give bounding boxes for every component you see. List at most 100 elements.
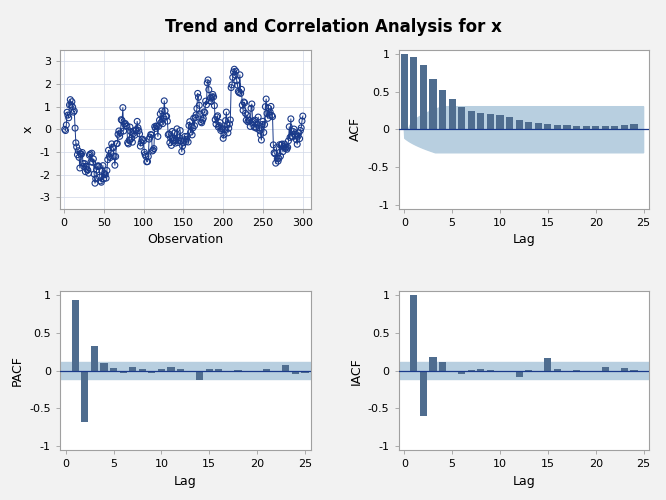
Point xyxy=(164,130,174,138)
Point xyxy=(270,159,281,167)
Point xyxy=(229,65,240,73)
Point xyxy=(209,102,220,110)
Bar xyxy=(640,370,647,372)
Point xyxy=(172,138,183,146)
X-axis label: Lag: Lag xyxy=(513,474,535,488)
Point xyxy=(215,126,226,134)
Point xyxy=(294,129,304,137)
Point xyxy=(190,114,200,122)
Point xyxy=(103,156,113,164)
Point xyxy=(192,90,203,98)
Point xyxy=(143,158,153,166)
Point xyxy=(228,68,239,76)
Point xyxy=(156,118,166,126)
Point xyxy=(115,132,125,140)
Bar xyxy=(478,369,484,370)
Bar xyxy=(272,370,280,372)
Point xyxy=(152,122,163,130)
Point xyxy=(180,138,191,146)
Bar xyxy=(149,370,155,373)
Point xyxy=(212,112,223,120)
Point xyxy=(236,86,247,94)
Point xyxy=(131,126,142,134)
Point xyxy=(263,104,274,112)
Point xyxy=(155,110,166,118)
Point xyxy=(73,146,83,154)
Point xyxy=(129,126,139,134)
Point xyxy=(66,101,77,109)
Bar xyxy=(72,300,79,370)
Point xyxy=(111,140,122,147)
Point xyxy=(202,76,213,84)
Point xyxy=(117,116,127,124)
Point xyxy=(198,114,208,122)
Point xyxy=(133,126,144,134)
Point xyxy=(254,124,264,132)
Point xyxy=(242,111,252,119)
Point xyxy=(144,135,155,143)
Point xyxy=(221,108,232,116)
Point xyxy=(146,131,157,139)
Point xyxy=(232,81,243,89)
Point xyxy=(223,124,234,132)
Point xyxy=(145,130,156,138)
Point xyxy=(282,144,293,152)
Point xyxy=(132,118,143,126)
Point xyxy=(204,96,215,104)
Point xyxy=(63,111,73,119)
Point xyxy=(192,104,202,112)
Point xyxy=(149,122,160,130)
Point xyxy=(226,84,236,92)
Point xyxy=(103,146,114,154)
Point xyxy=(240,110,251,118)
Point xyxy=(117,104,128,112)
Point xyxy=(261,95,272,103)
Point xyxy=(61,121,72,129)
Point xyxy=(75,164,85,172)
Point xyxy=(288,125,299,133)
Point xyxy=(109,161,120,169)
Point xyxy=(231,76,242,84)
Point xyxy=(70,124,81,132)
Bar xyxy=(515,370,523,378)
Y-axis label: IACF: IACF xyxy=(350,357,362,384)
Bar xyxy=(263,369,270,370)
Point xyxy=(163,131,174,139)
Point xyxy=(97,166,107,174)
Bar xyxy=(563,370,571,372)
Point xyxy=(219,126,230,134)
Point xyxy=(225,116,236,124)
Point xyxy=(124,136,135,144)
Point xyxy=(79,160,90,168)
Point xyxy=(141,152,151,160)
Bar xyxy=(621,125,628,130)
Point xyxy=(241,116,252,124)
Point xyxy=(89,170,99,178)
Bar xyxy=(206,369,213,370)
Point xyxy=(94,162,105,170)
Point xyxy=(88,155,99,163)
Point xyxy=(210,120,221,128)
Point xyxy=(275,152,286,160)
Point xyxy=(186,131,197,139)
Point xyxy=(182,132,192,140)
Point xyxy=(194,110,205,118)
Point xyxy=(147,147,158,155)
Point xyxy=(174,134,184,141)
Point xyxy=(186,122,196,130)
Point xyxy=(63,114,74,122)
Point xyxy=(91,175,101,183)
Point xyxy=(180,132,190,140)
Bar xyxy=(544,358,551,370)
Point xyxy=(113,127,124,135)
Point xyxy=(171,136,182,144)
Point xyxy=(284,122,294,130)
Point xyxy=(291,136,302,144)
Point xyxy=(266,102,276,110)
Point xyxy=(295,126,306,134)
Point xyxy=(218,134,228,142)
Bar xyxy=(544,124,551,130)
Point xyxy=(84,151,95,159)
Bar xyxy=(611,126,619,130)
Point xyxy=(287,133,298,141)
